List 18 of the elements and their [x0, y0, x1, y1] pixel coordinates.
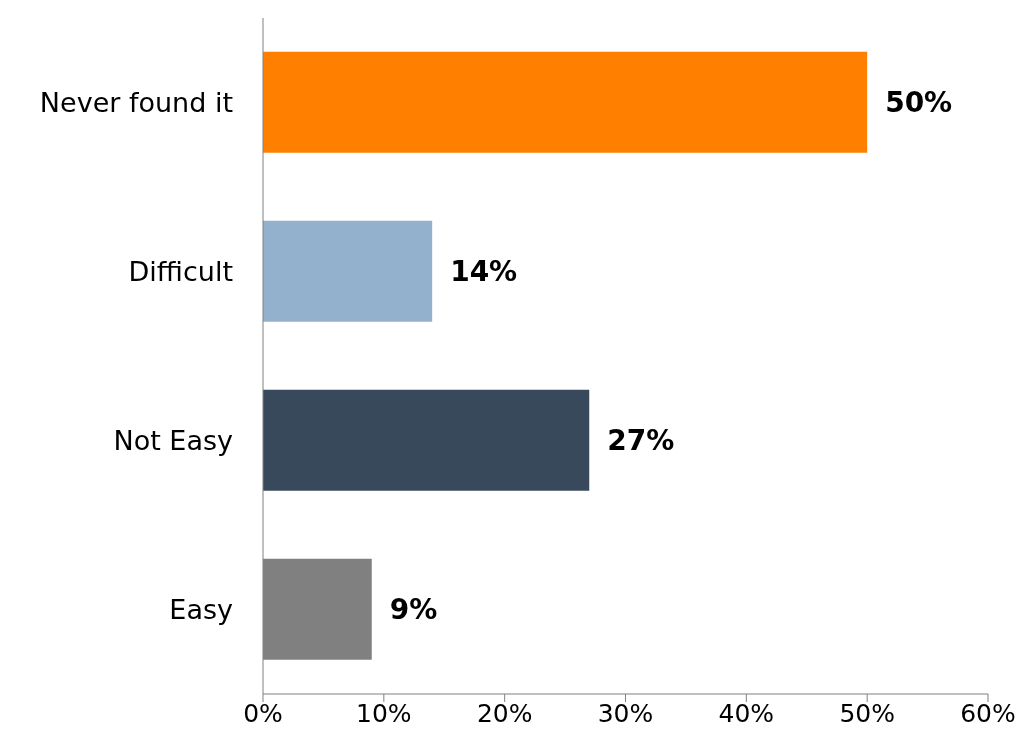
bar: [263, 220, 433, 322]
data-label: 14%: [450, 255, 518, 289]
data-label: 50%: [885, 86, 953, 120]
x-tick-label: 10%: [356, 698, 412, 728]
data-label: 9%: [389, 593, 438, 627]
x-tick-label: 20%: [476, 698, 533, 728]
x-tick-label: 60%: [960, 698, 1016, 728]
bar: [263, 51, 868, 153]
data-label: 27%: [607, 424, 675, 458]
y-tick-label: Difficult: [128, 256, 233, 288]
y-tick-label: Never found it: [39, 87, 233, 119]
x-tick-label: 50%: [839, 698, 895, 728]
x-tick-label: 30%: [597, 698, 654, 728]
y-tick-label: Easy: [169, 594, 234, 626]
x-tick-label: 0%: [243, 698, 283, 728]
x-tick-label: 40%: [718, 698, 775, 728]
y-tick-label: Not Easy: [113, 425, 234, 457]
bar: [263, 389, 590, 491]
